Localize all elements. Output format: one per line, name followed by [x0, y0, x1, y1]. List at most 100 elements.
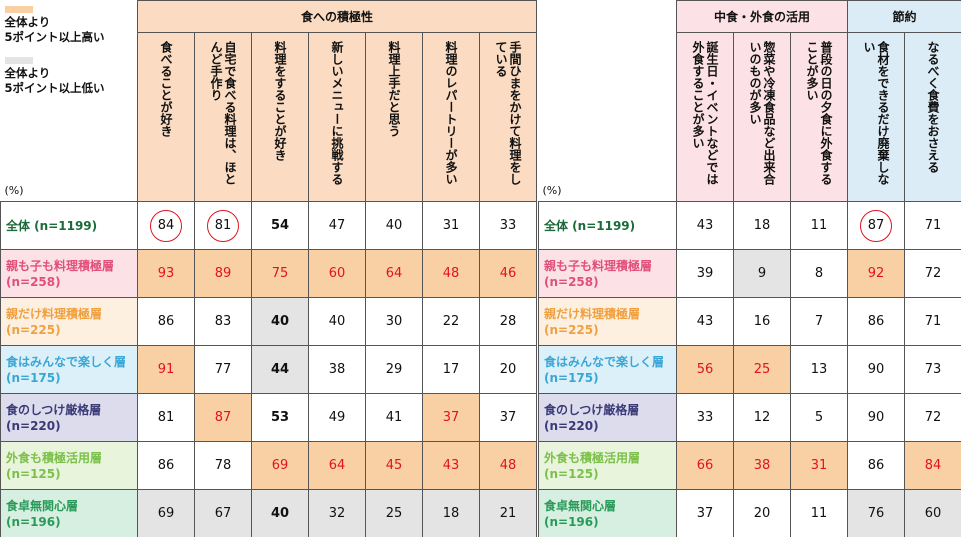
- value-text: 11: [810, 218, 828, 233]
- value-text: 25: [385, 506, 403, 521]
- value-cell: 71: [904, 201, 961, 250]
- value-text: 29: [385, 362, 403, 377]
- value-cell: 69: [251, 441, 309, 490]
- value-cell: 20: [478, 345, 538, 394]
- row-label: 食のしつけ厳格層 (n=220): [0, 393, 138, 442]
- value-cell: 32: [308, 489, 366, 537]
- value-cell: 86: [137, 441, 195, 490]
- value-text: 86: [157, 458, 175, 473]
- value-text: 40: [385, 218, 403, 233]
- value-text: 37: [442, 410, 460, 425]
- value-cell: 25: [733, 345, 791, 394]
- unit-label-right: (%): [542, 184, 562, 197]
- value-text: 53: [270, 410, 290, 425]
- value-text: 48: [499, 458, 517, 473]
- value-cell: 16: [733, 297, 791, 346]
- value-text: 25: [753, 362, 771, 377]
- value-cell: 37: [422, 393, 480, 442]
- value-text: 28: [499, 314, 517, 329]
- value-text: 37: [696, 506, 714, 521]
- value-text: 39: [696, 266, 714, 281]
- value-text: 30: [385, 314, 403, 329]
- column-header-0: 食べることが好き: [137, 32, 195, 202]
- value-cell: 48: [478, 441, 538, 490]
- table-row: 食はみんなで楽しく層 (n=175) 91 77 44 38 29 17 20: [0, 345, 538, 394]
- value-text: 12: [753, 410, 771, 425]
- value-cell: 49: [308, 393, 366, 442]
- table-row: 全体 (n=1199) 43 18 11 87 71: [538, 201, 961, 250]
- value-cell: 64: [365, 249, 423, 298]
- value-text: 18: [753, 218, 771, 233]
- column-header-2: 普段の日の夕食に外食することが多い: [789, 32, 849, 202]
- value-cell: 9: [733, 249, 791, 298]
- value-cell: 28: [478, 297, 538, 346]
- value-text: 76: [867, 506, 885, 521]
- value-cell: 20: [733, 489, 791, 537]
- column-header-5: 料理のレパートリーが多い: [422, 32, 480, 202]
- value-cell: 73: [904, 345, 961, 394]
- value-text: 40: [270, 506, 290, 521]
- value-text: 72: [924, 266, 942, 281]
- value-text: 21: [499, 506, 517, 521]
- right-table: (%) 中食・外食の活用 節約 誕生日・イベントなどでは外食することが多い 惣菜や冷…: [538, 0, 961, 537]
- row-label: 全体 (n=1199): [538, 201, 677, 250]
- value-cell: 44: [251, 345, 309, 394]
- value-text: 20: [499, 362, 517, 377]
- column-header-text: 新しいメニューに挑戦する: [330, 41, 344, 185]
- value-cell: 92: [847, 249, 906, 298]
- table-row: 親だけ料理積極層 (n=225) 43 16 7 86 71: [538, 297, 961, 346]
- value-text: 92: [867, 266, 885, 281]
- value-text: 84: [924, 458, 942, 473]
- table-row: 親だけ料理積極層 (n=225) 86 83 40 40 30 22 28: [0, 297, 538, 346]
- column-header-6: 手間ひまをかけて料理をしている: [478, 32, 538, 202]
- column-header-text: 食材をできるだけ廃棄しない: [862, 41, 891, 185]
- value-text: 64: [385, 266, 403, 281]
- value-text: 9: [757, 266, 767, 281]
- row-label: 親だけ料理積極層 (n=225): [538, 297, 677, 346]
- value-cell: 53: [251, 393, 309, 442]
- value-text: 90: [867, 410, 885, 425]
- table-row: 食はみんなで楽しく層 (n=175) 56 25 13 90 73: [538, 345, 961, 394]
- value-cell: 13: [789, 345, 849, 394]
- value-text: 89: [214, 266, 232, 281]
- column-header-text: 料理のレパートリーが多い: [444, 41, 458, 185]
- value-text: 87: [214, 410, 232, 425]
- value-text: 66: [696, 458, 714, 473]
- value-text: 46: [499, 266, 517, 281]
- value-cell: 66: [676, 441, 734, 490]
- value-text: 54: [270, 218, 290, 233]
- value-cell: 31: [789, 441, 849, 490]
- value-text: 43: [442, 458, 460, 473]
- value-cell: 90: [847, 393, 906, 442]
- group-header-1: 節約: [847, 0, 961, 33]
- value-cell: 43: [676, 201, 734, 250]
- row-label: 食はみんなで楽しく層 (n=175): [538, 345, 677, 394]
- row-label: 全体 (n=1199): [0, 201, 138, 250]
- column-header-text: 料理上手だと思う: [387, 41, 401, 137]
- value-cell: 45: [365, 441, 423, 490]
- value-cell: 40: [251, 489, 309, 537]
- value-text: 56: [696, 362, 714, 377]
- value-cell: 89: [194, 249, 252, 298]
- value-text: 40: [270, 314, 290, 329]
- value-cell: 64: [308, 441, 366, 490]
- value-text: 44: [270, 362, 290, 377]
- legend-low-text: 全体より 5ポイント以上低い: [4, 65, 105, 95]
- value-text: 33: [499, 218, 517, 233]
- value-cell: 12: [733, 393, 791, 442]
- value-text: 37: [499, 410, 517, 425]
- value-text: 64: [328, 458, 346, 473]
- value-text: 41: [385, 410, 403, 425]
- value-text: 17: [442, 362, 460, 377]
- column-header-text: 手間ひまをかけて料理をしている: [494, 41, 523, 185]
- value-text: 86: [867, 314, 885, 329]
- value-cell: 81: [194, 201, 252, 250]
- row-label: 親も子も料理積極層 (n=258): [0, 249, 138, 298]
- column-header-text: 惣菜や冷凍食品など出来合いのものが多い: [748, 41, 776, 185]
- value-cell: 47: [308, 201, 366, 250]
- column-header-text: 自宅で食べる料理は、ほとんど手作り: [209, 41, 237, 185]
- value-cell: 46: [478, 249, 538, 298]
- value-cell: 21: [478, 489, 538, 537]
- value-cell: 37: [478, 393, 538, 442]
- value-text: 93: [157, 266, 175, 281]
